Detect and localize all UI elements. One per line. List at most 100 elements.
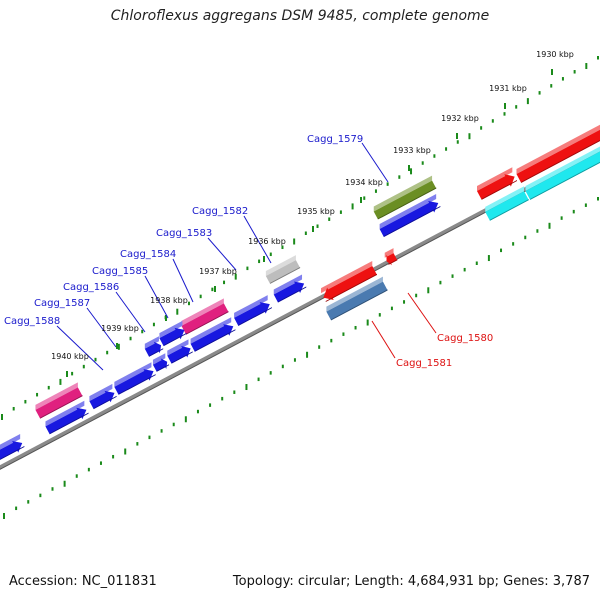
gene-red-top xyxy=(516,124,600,174)
gene-label: Cagg_1581 xyxy=(396,358,452,369)
gene-blue-edge xyxy=(93,395,117,410)
scale-label: 1933 kbp xyxy=(393,146,431,155)
gene-label: Cagg_1584 xyxy=(120,249,176,260)
gene-cyan-body xyxy=(525,151,600,200)
scale-label: 1931 kbp xyxy=(489,84,527,93)
gene-red-body xyxy=(476,174,515,200)
gene-cagg-1582 xyxy=(265,255,301,284)
gene-blue-top xyxy=(45,400,85,427)
label-callouts xyxy=(56,142,437,371)
gene-blue xyxy=(114,362,156,395)
gene-blue-top xyxy=(273,274,303,295)
gene-cagg-1588-top xyxy=(35,382,78,410)
gene-cagg-1579 xyxy=(373,175,437,220)
gene-blue-body xyxy=(144,341,162,357)
gene-blue-body xyxy=(190,324,234,352)
gene-small-red-edge xyxy=(388,259,398,265)
gene-blue-body xyxy=(0,440,23,460)
callout-line xyxy=(407,292,437,334)
callout-line xyxy=(207,237,237,271)
callout-line xyxy=(115,291,146,333)
gene-small-red-top xyxy=(384,248,394,258)
gene-cagg-1581-body xyxy=(326,281,388,321)
gene-cyan-top xyxy=(525,146,600,191)
gene-label: Cagg_1580 xyxy=(437,333,493,344)
gene-blue-top xyxy=(159,320,183,339)
gene-blue-edge xyxy=(149,348,164,357)
scale-label: 1936 kbp xyxy=(248,237,286,246)
genome-stats-text: Topology: circular; Length: 4,684,931 bp… xyxy=(232,574,590,589)
gene-blue xyxy=(379,194,441,237)
callout-line xyxy=(172,258,194,303)
gene-cagg-1583 xyxy=(181,298,229,335)
callout-line xyxy=(371,320,396,359)
gene-cagg-1581-top xyxy=(326,276,383,312)
scale-label: 1934 kbp xyxy=(345,178,383,187)
gene-blue-edge xyxy=(238,307,272,326)
gene-features xyxy=(0,124,600,460)
scale-label: 1930 kbp xyxy=(536,50,574,59)
gene-blue-top xyxy=(89,383,113,402)
gene-cyan-edge xyxy=(530,161,600,200)
gene-label: Cagg_1585 xyxy=(92,266,148,277)
gene-red-edge xyxy=(521,140,600,183)
gene-blue xyxy=(167,339,193,364)
gene-blue-top xyxy=(167,339,189,356)
gene-small-red-body xyxy=(386,253,398,266)
gene-cagg-1580 xyxy=(321,261,377,302)
callout-line xyxy=(86,307,117,348)
gene-blue xyxy=(273,274,307,303)
gene-cagg-1588-body xyxy=(35,387,83,419)
gene-labels: Cagg_1579 Cagg_1582 Cagg_1583 Cagg_1584 Cagg… xyxy=(4,134,493,369)
gene-blue-top xyxy=(0,433,21,450)
gene-cagg-1582-edge xyxy=(270,267,301,284)
gene-blue xyxy=(152,353,170,372)
gene-cagg-1581-edge xyxy=(331,289,388,321)
gene-blue-body xyxy=(379,201,439,237)
gene-blue-top xyxy=(114,362,152,387)
scale-labels: 1930 kbp 1931 kbp 1932 kbp 1933 kbp 1934 kbp… xyxy=(51,50,574,361)
gene-cagg-1582-top xyxy=(265,255,296,276)
gene-blue-top xyxy=(379,194,437,230)
gene-blue-edge xyxy=(156,364,170,372)
gene-cagg-1579-body xyxy=(373,180,437,220)
scale-label: 1940 kbp xyxy=(51,352,89,361)
gene-blue-edge xyxy=(194,329,236,352)
callout-line xyxy=(56,325,104,371)
gene-blue-top xyxy=(190,317,232,344)
gene-blue xyxy=(144,336,164,357)
gene-cagg-1579-edge xyxy=(377,187,437,220)
gene-blue-edge xyxy=(171,351,193,364)
gene-blue-edge xyxy=(118,374,156,395)
gene-blue-edge xyxy=(49,412,89,435)
gene-blue-body xyxy=(273,281,305,303)
gene-label: Cagg_1587 xyxy=(34,298,90,309)
scale-label: 1938 kbp xyxy=(150,296,188,305)
gene-cyan xyxy=(485,186,529,221)
gene-blue-body xyxy=(152,358,168,372)
gene-blue-body xyxy=(167,346,191,364)
gene-cagg-1583-top xyxy=(181,298,224,326)
gene-label: Cagg_1588 xyxy=(4,316,60,327)
gene-cagg-1581 xyxy=(326,276,388,321)
gene-blue-edge xyxy=(0,445,25,460)
gene-blue-body xyxy=(45,407,87,435)
gene-cagg-1588-edge xyxy=(40,395,83,419)
scale-label: 1935 kbp xyxy=(297,207,335,216)
gene-blue-body xyxy=(234,302,270,326)
scale-label: 1939 kbp xyxy=(101,324,139,333)
gene-blue xyxy=(89,383,117,410)
gene-blue-body xyxy=(159,327,185,347)
gene-blue xyxy=(45,400,89,435)
gene-blue-top xyxy=(234,295,268,318)
gene-small-red xyxy=(384,248,398,266)
accession-text: Accession: NC_011831 xyxy=(9,574,157,589)
gene-blue-body xyxy=(89,390,115,410)
gene-red xyxy=(476,167,518,200)
gene-cagg-1582-body xyxy=(265,260,301,284)
gene-blue-edge xyxy=(383,205,441,237)
gene-blue xyxy=(234,295,272,326)
gene-cagg-1580-edge xyxy=(325,273,377,302)
gene-cagg-1583-body xyxy=(181,303,229,335)
